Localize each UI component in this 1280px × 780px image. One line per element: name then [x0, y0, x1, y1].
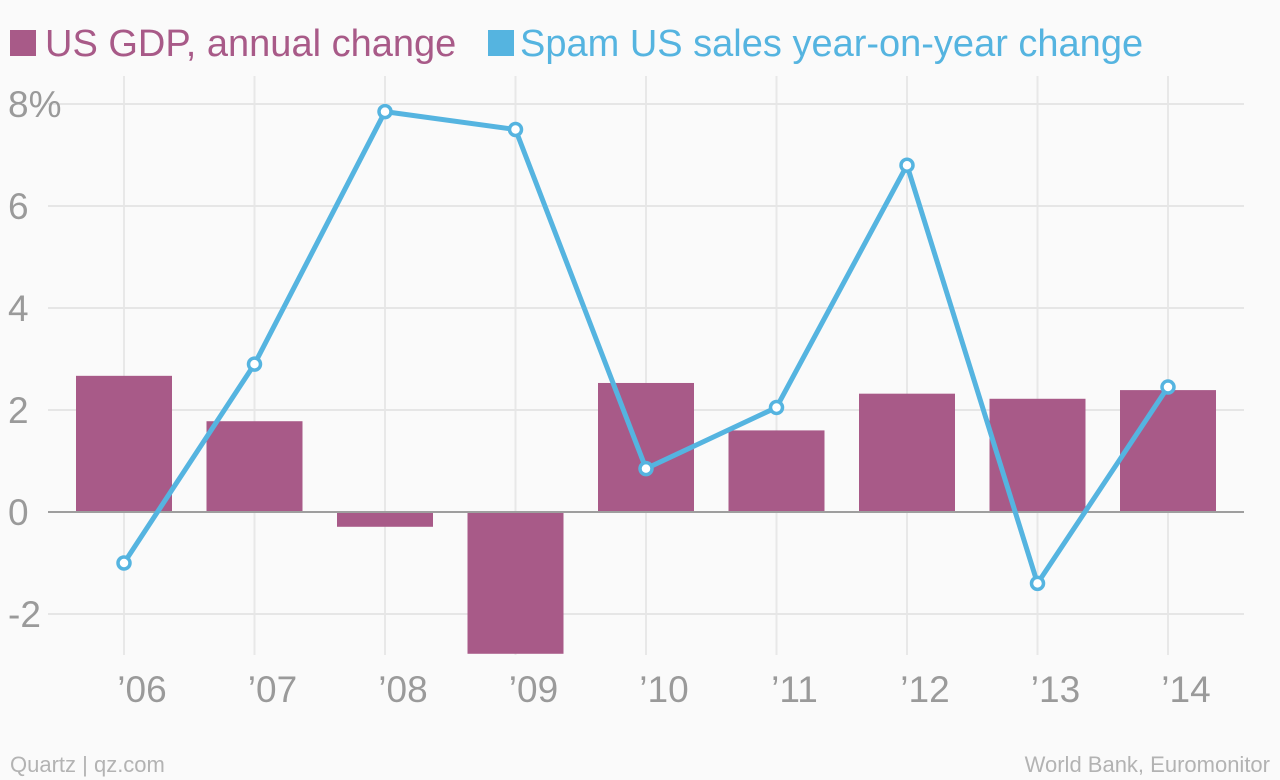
y-tick-label: 4	[8, 288, 29, 329]
gdp-bar	[337, 512, 433, 527]
y-axis-labels: 8% 6 4 2 0 -2	[8, 84, 61, 635]
spam-sales-line	[116, 103, 1176, 592]
gdp-bar	[467, 512, 564, 654]
legend-label-spam: Spam US sales year-on-year change	[520, 23, 1143, 65]
vertical-gridlines	[123, 76, 1169, 655]
x-tick-label: ’13	[1031, 669, 1080, 710]
x-tick-label: ’10	[639, 669, 688, 710]
x-axis-labels: ’06 ’07 ’08 ’09 ’10 ’11 ’12 ’13 ’14	[117, 669, 1210, 710]
legend-swatch-gdp	[10, 30, 36, 56]
legend-swatch-spam	[488, 30, 514, 56]
gdp-bar	[989, 398, 1086, 512]
x-tick-label: ’14	[1161, 669, 1210, 710]
footer-source: World Bank, Euromonitor	[1025, 752, 1270, 777]
footer-credit: Quartz | qz.com	[10, 752, 165, 777]
spam-sales-point	[1029, 575, 1046, 592]
x-tick-label: ’12	[900, 669, 949, 710]
spam-sales-point	[246, 356, 263, 372]
legend-label-gdp: US GDP, annual change	[45, 23, 456, 65]
gdp-bar	[728, 430, 825, 512]
spam-sales-point	[116, 555, 132, 571]
y-tick-label: 6	[8, 186, 29, 227]
spam-sales-point	[899, 157, 915, 173]
x-tick-label: ’09	[509, 669, 558, 710]
x-tick-label: ’08	[378, 669, 427, 710]
spam-sales-point	[638, 460, 654, 477]
x-tick-label: ’11	[771, 669, 818, 710]
legend: US GDP, annual change Spam US sales year…	[10, 23, 1143, 65]
spam-sales-point	[507, 121, 524, 138]
gdp-bar	[598, 382, 694, 512]
spam-sales-point	[377, 103, 393, 120]
x-tick-label: ’07	[248, 669, 297, 710]
gdp-bar	[76, 375, 172, 512]
spam-sales-point	[1160, 379, 1176, 395]
gdp-bars	[76, 375, 1216, 654]
y-tick-label: -2	[8, 594, 41, 635]
y-tick-label: 2	[8, 390, 29, 431]
y-tick-label: 0	[8, 492, 29, 533]
y-tick-label: 8%	[8, 84, 61, 125]
gdp-bar	[206, 421, 303, 512]
spam-sales-point	[768, 399, 785, 416]
x-tick-label: ’06	[117, 669, 166, 710]
gdp-bar	[1120, 390, 1216, 512]
gdp-bar	[859, 393, 955, 512]
